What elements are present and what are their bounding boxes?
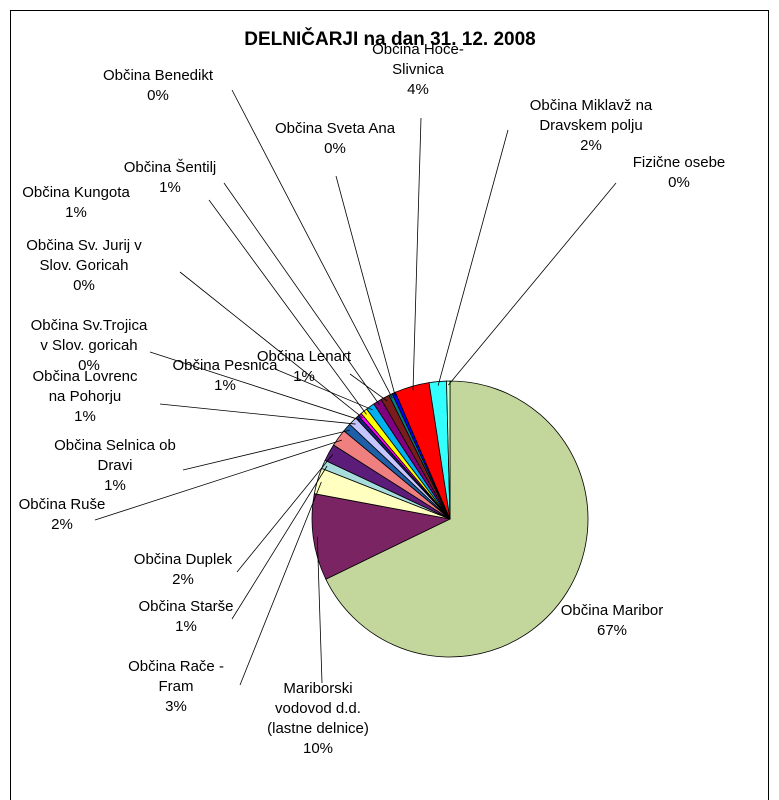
leader-line xyxy=(182,429,350,471)
slice-label: Občina Rače - Fram 3% xyxy=(128,658,224,715)
pie-slice xyxy=(311,493,452,580)
slice-label-line: 0% xyxy=(147,87,169,104)
slice-label-line: 1% xyxy=(104,477,126,494)
slice-label-line: 0% xyxy=(78,357,100,374)
slice-label-line: 2% xyxy=(580,137,602,154)
slice-label-line: 67% xyxy=(597,622,627,639)
slice-label-line: na Pohorju xyxy=(49,388,122,405)
slice-label-line: 1% xyxy=(159,179,181,196)
pie-slice xyxy=(446,380,451,520)
slice-label: Občina Lenart 1% xyxy=(257,348,352,385)
slice-label-line: Dravskem polju xyxy=(539,117,642,134)
leader-lines xyxy=(94,89,617,686)
slice-label-line: Občina Starše xyxy=(138,598,233,615)
slice-label-line: Občina Rače - xyxy=(128,658,224,675)
slice-label-line: Občina Pesnica xyxy=(172,357,278,374)
slice-label: Občina Sv. Jurij v Slov. Goricah 0% xyxy=(26,237,142,294)
slice-label: Občina Sv.Trojica v Slov. goricah 0% xyxy=(31,317,148,374)
slice-label-line: Občina Sv.Trojica xyxy=(31,317,148,334)
slice-label: Občina Šentilj 1% xyxy=(124,159,217,196)
slice-label-line: Občina Maribor xyxy=(561,602,664,619)
slice-labels: Občina Maribor 67% Mariborski vodovod d.d. (… xyxy=(19,41,726,757)
leader-line xyxy=(149,351,361,421)
leader-line xyxy=(412,117,422,391)
slice-label: Občina Benedikt 0% xyxy=(103,67,214,104)
slice-label-line: Fram xyxy=(159,678,194,695)
leader-line xyxy=(159,403,356,425)
slice-label-line: v Slov. goricah xyxy=(40,337,137,354)
slice-label: Občina Selnica ob Dravi 1% xyxy=(54,437,176,494)
leader-line xyxy=(231,465,328,620)
slice-label: Občina Kungota 1% xyxy=(22,184,130,221)
slice-label-line: Občina Selnica ob xyxy=(54,437,176,454)
leader-line xyxy=(335,175,396,397)
leader-line xyxy=(236,454,333,573)
slice-label-line: 2% xyxy=(172,571,194,588)
slice-label: Občina Maribor 67% xyxy=(561,602,664,639)
slice-label-line: vodovod d.d. xyxy=(275,700,361,717)
leader-line xyxy=(231,89,393,399)
slice-label-line: Fizične osebe xyxy=(633,154,726,171)
slice-label-line: 0% xyxy=(668,174,690,191)
leader-line xyxy=(316,536,323,684)
slice-label-line: 0% xyxy=(324,140,346,157)
slice-label-line: Občina Miklavž na xyxy=(530,97,653,114)
slice-label: Občina Ruše 2% xyxy=(19,496,106,533)
slice-label-line: 1% xyxy=(74,408,96,425)
slice-label-line: Občina Lenart xyxy=(257,348,352,365)
slice-label-line: Slivnica xyxy=(392,61,444,78)
leader-line xyxy=(179,271,363,418)
slice-label-line: 0% xyxy=(73,277,95,294)
slice-label: Občina Duplek 2% xyxy=(134,551,233,588)
slice-label: Občina Pesnica 1% xyxy=(172,357,278,394)
slice-label-line: Občina Ruše xyxy=(19,496,106,513)
chart-frame xyxy=(10,10,769,800)
slice-label-line: 3% xyxy=(165,698,187,715)
slice-label-line: 2% xyxy=(51,516,73,533)
slice-label-line: (lastne delnice) xyxy=(267,720,369,737)
leader-line xyxy=(447,182,617,386)
slice-label: Mariborski vodovod d.d. (lastne delnice) 10… xyxy=(267,680,369,757)
slice-label-line: Slov. Goricah xyxy=(40,257,129,274)
slice-label: Občina Hoče- Slivnica 4% xyxy=(372,41,464,98)
slice-label-line: 10% xyxy=(303,740,333,757)
slice-label-line: Občina Kungota xyxy=(22,184,130,201)
slice-label-line: Dravi xyxy=(97,457,132,474)
leader-line xyxy=(349,373,388,402)
leader-line xyxy=(208,199,367,415)
pie-slice xyxy=(325,380,589,658)
slice-label-line: Občina Sv. Jurij v xyxy=(26,237,142,254)
slice-label-line: 1% xyxy=(175,618,197,635)
slice-label: Občina Lovrenc na Pohorju 1% xyxy=(32,368,138,425)
slice-label-line: Občina Duplek xyxy=(134,551,233,568)
slice-label-line: 1% xyxy=(65,204,87,221)
slice-label: Občina Starše 1% xyxy=(138,598,233,635)
slice-label-line: Občina Hoče- xyxy=(372,41,464,58)
slice-label-line: 1% xyxy=(293,368,315,385)
chart-title: DELNIČARJI na dan 31. 12. 2008 xyxy=(244,28,535,50)
slice-label-line: Mariborski xyxy=(283,680,352,697)
leader-line xyxy=(239,481,322,686)
leader-line xyxy=(223,182,380,406)
pie-slices xyxy=(311,380,589,658)
leader-line xyxy=(274,368,373,411)
slice-label: Fizične osebe 0% xyxy=(633,154,726,191)
slice-label: Občina Miklavž na Dravskem polju 2% xyxy=(530,97,653,154)
leader-line xyxy=(94,439,342,521)
slice-label-line: 4% xyxy=(407,81,429,98)
slice-label-line: Občina Šentilj xyxy=(124,159,217,176)
leader-line xyxy=(437,129,509,386)
slice-label: Občina Sveta Ana 0% xyxy=(275,120,396,157)
slice-label-line: Občina Benedikt xyxy=(103,67,214,84)
slice-label-line: Občina Sveta Ana xyxy=(275,120,396,137)
slice-label-line: 1% xyxy=(214,377,236,394)
slice-label-line: Občina Lovrenc xyxy=(32,368,138,385)
